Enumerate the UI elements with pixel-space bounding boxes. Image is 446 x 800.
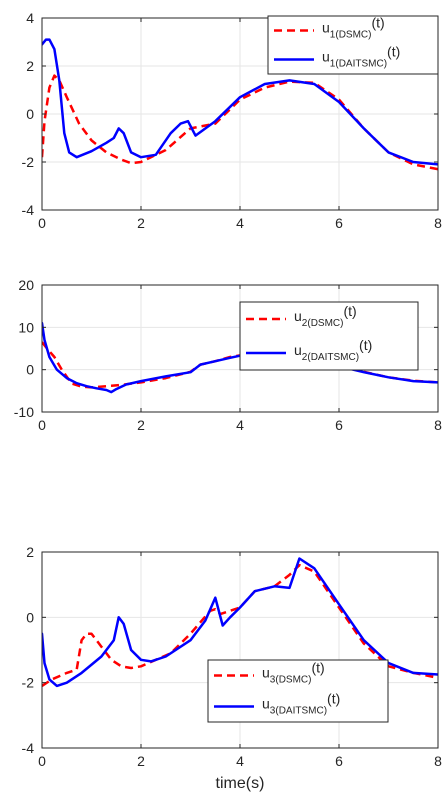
- y-tick-label: 4: [26, 10, 34, 26]
- legend: u3(DSMC)(t) u3(DAITSMC)(t): [207, 659, 389, 723]
- y-tick-label: 2: [26, 544, 34, 560]
- legend-label: u3(DAITSMC)(t): [262, 691, 340, 717]
- legend-box: [207, 659, 389, 723]
- legend-label: u1(DSMC)(t): [322, 15, 385, 41]
- y-tick-label: -2: [22, 154, 35, 170]
- legend-box: [267, 15, 439, 75]
- legend-label: u2(DSMC)(t): [294, 303, 357, 329]
- y-tick-label: -4: [22, 202, 35, 218]
- y-tick-label: -2: [22, 675, 35, 691]
- legend-label: u1(DAITSMC)(t): [322, 44, 400, 70]
- x-tick-label: 0: [38, 417, 46, 433]
- legend-label: u3(DSMC)(t): [262, 660, 325, 686]
- x-tick-label: 8: [434, 215, 442, 231]
- x-tick-label: 6: [335, 417, 343, 433]
- u2-series-dsmc-line: [42, 341, 438, 389]
- y-tick-label: 2: [26, 58, 34, 74]
- x-tick-label: 0: [38, 215, 46, 231]
- legend-box: [239, 301, 419, 371]
- x-tick-label: 6: [335, 215, 343, 231]
- u3-series-daitsmc-line: [42, 557, 438, 688]
- subplot-u1: 0 2 4 6 8 -4 -2 0 2 4 u1(DSMC)(t) u1(DAITSMC)(t): [22, 10, 443, 231]
- legend: u1(DSMC)(t) u1(DAITSMC)(t): [267, 15, 439, 75]
- y-tick-label: 20: [18, 277, 34, 293]
- x-tick-label: 2: [137, 753, 145, 769]
- y-tick-label: -4: [22, 740, 35, 756]
- y-tick-label: 0: [26, 106, 34, 122]
- y-tick-label: 10: [18, 319, 34, 335]
- u1-series-daitsmc-line: [42, 38, 438, 166]
- x-tick-label: 0: [38, 753, 46, 769]
- x-tick-label: 6: [335, 753, 343, 769]
- y-tick-label: 0: [26, 362, 34, 378]
- x-tick-label: 8: [434, 753, 442, 769]
- y-tick-label: 0: [26, 609, 34, 625]
- x-tick-label: 8: [434, 417, 442, 433]
- x-tick-label: 2: [137, 417, 145, 433]
- subplot-u3: 0 2 4 6 8 -4 -2 0 2 time(s) u3(DSMC)(t) u3(DAITSMC)…: [22, 544, 443, 792]
- x-tick-label: 4: [236, 753, 244, 769]
- legend-label: u2(DAITSMC)(t): [294, 337, 372, 363]
- y-tick-label: -10: [14, 404, 34, 420]
- x-tick-label: 4: [236, 215, 244, 231]
- legend: u2(DSMC)(t) u2(DAITSMC)(t): [239, 301, 419, 371]
- x-tick-label: 2: [137, 215, 145, 231]
- u1-series-dsmc-line: [42, 74, 438, 171]
- x-tick-label: 4: [236, 417, 244, 433]
- x-axis-label: time(s): [216, 775, 265, 792]
